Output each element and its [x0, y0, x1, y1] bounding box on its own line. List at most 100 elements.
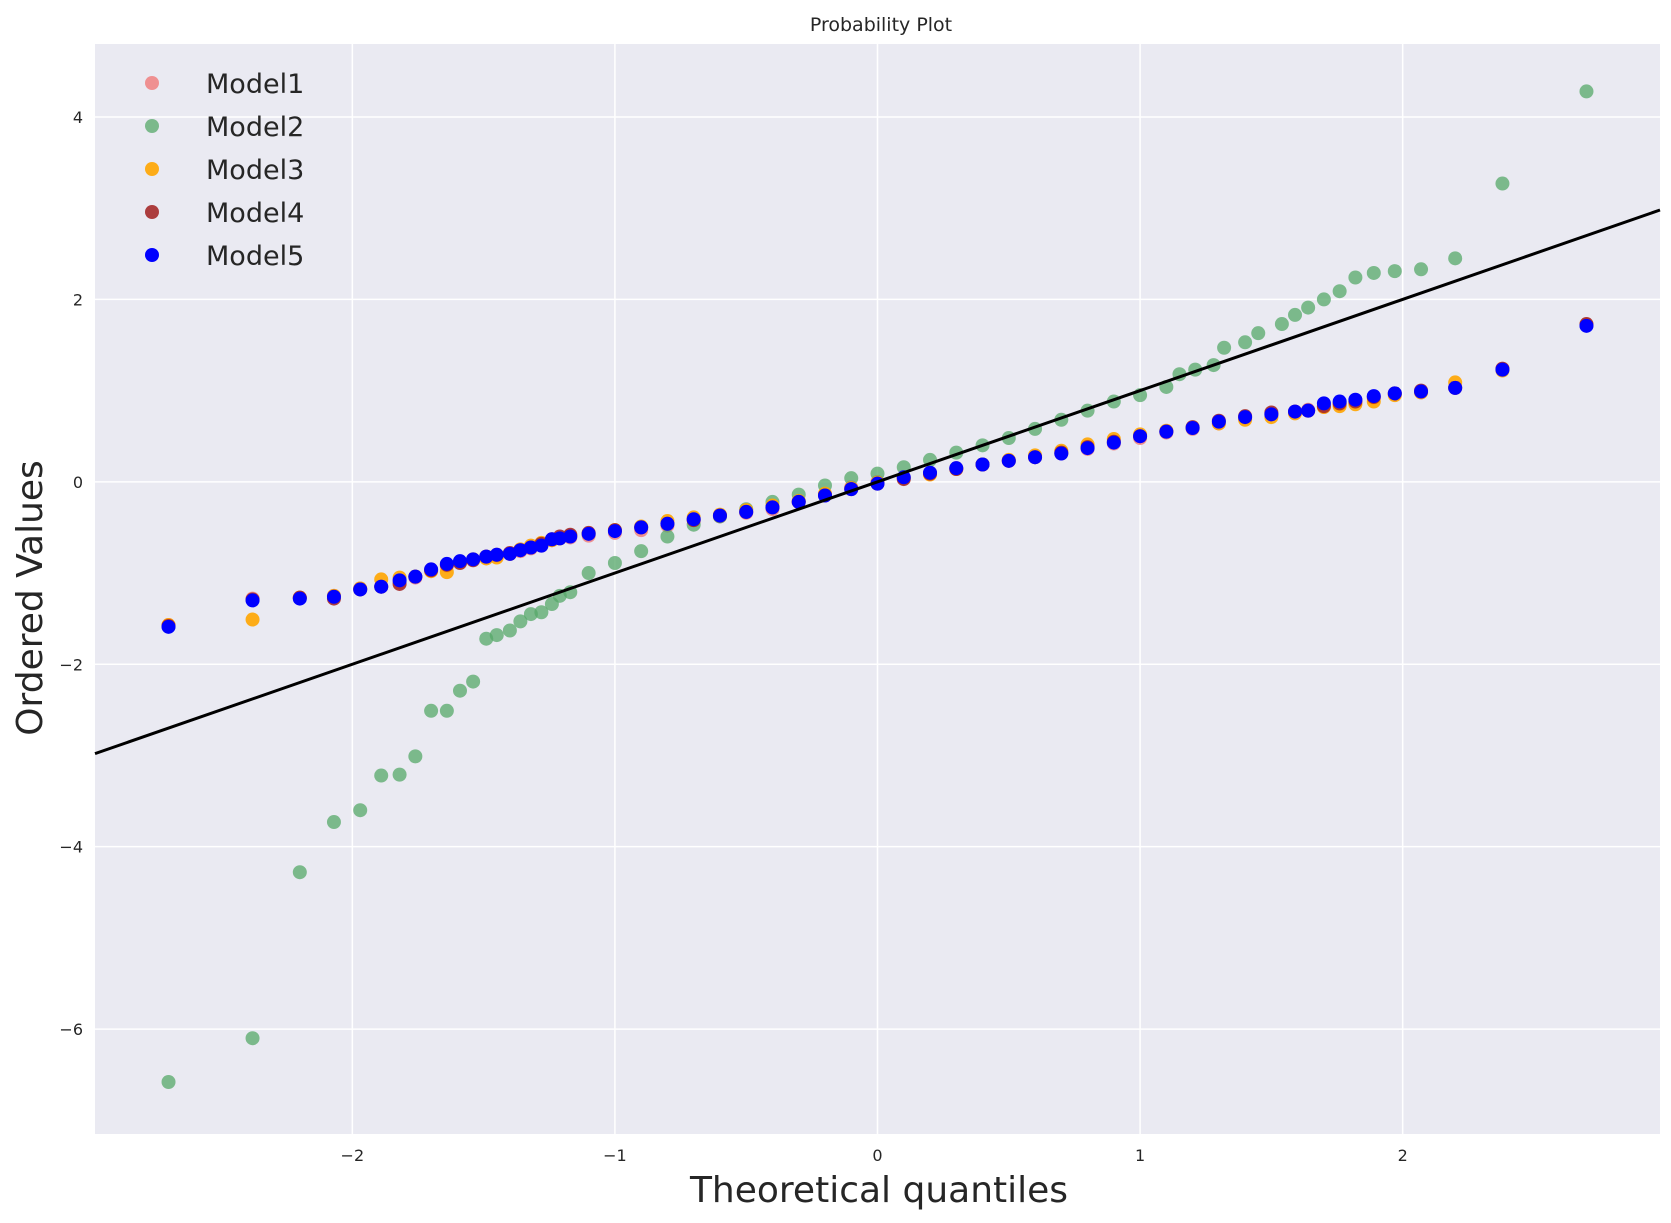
data-point [1348, 392, 1363, 407]
x-tick-label: 0 [872, 1146, 882, 1165]
y-tick-label: −6 [59, 1020, 83, 1039]
legend-label: Model5 [206, 241, 304, 272]
data-points [161, 84, 1594, 1090]
data-point [523, 540, 538, 555]
data-point [408, 569, 423, 584]
data-point [374, 768, 389, 783]
data-point [791, 494, 806, 509]
data-point [1264, 407, 1279, 422]
series-model5 [161, 318, 1594, 634]
data-point [563, 529, 578, 544]
data-point [1316, 396, 1331, 411]
data-point [439, 556, 454, 571]
x-axis-ticks: −2 −1 0 1 2 [341, 1146, 1408, 1165]
y-tick-label: 4 [73, 108, 83, 127]
legend-label: Model2 [206, 112, 304, 143]
legend-marker [145, 119, 159, 133]
data-point [424, 703, 439, 718]
data-point [712, 508, 727, 523]
data-point [1366, 265, 1381, 280]
data-point [245, 1031, 260, 1046]
data-point [479, 631, 494, 646]
legend-label: Model1 [206, 69, 304, 100]
y-tick-label: 2 [73, 290, 83, 309]
data-point [975, 457, 990, 472]
data-point [1159, 424, 1174, 439]
data-point [765, 500, 780, 515]
data-point [660, 516, 675, 531]
data-point [1414, 384, 1429, 399]
legend-marker [145, 205, 159, 219]
data-point [489, 628, 504, 643]
data-point [479, 549, 494, 564]
data-point [392, 573, 407, 588]
data-point [1054, 446, 1069, 461]
x-tick-label: −2 [341, 1146, 365, 1165]
data-point [513, 614, 528, 629]
data-point [1579, 84, 1594, 99]
data-point [374, 579, 389, 594]
data-point [739, 504, 754, 519]
data-point [292, 591, 307, 606]
data-point [1217, 340, 1232, 355]
data-point [161, 619, 176, 634]
data-point [326, 589, 341, 604]
chart-title: Probability Plot [810, 14, 952, 36]
data-point [634, 520, 649, 535]
legend: Model1 Model2 Model3 Model4 Model5 [145, 69, 304, 272]
x-axis-label: Theoretical quantiles [689, 1170, 1068, 1211]
data-point [1387, 264, 1402, 279]
data-point [1133, 429, 1148, 444]
legend-label: Model3 [206, 155, 304, 186]
data-point [1301, 300, 1316, 315]
data-point [245, 593, 260, 608]
data-point [466, 674, 481, 689]
x-tick-label: 1 [1135, 1146, 1145, 1165]
data-point [424, 562, 439, 577]
data-point [466, 552, 481, 567]
data-point [1387, 386, 1402, 401]
data-point [949, 461, 964, 476]
y-tick-label: −4 [59, 838, 83, 857]
data-point [452, 554, 467, 569]
data-point [452, 683, 467, 698]
data-point [581, 526, 596, 541]
data-point [607, 524, 622, 539]
data-point [1238, 335, 1253, 350]
data-point [1028, 450, 1043, 465]
data-point [502, 546, 517, 561]
data-point [923, 465, 938, 480]
data-point [1366, 389, 1381, 404]
data-point [1106, 435, 1121, 450]
data-point [523, 607, 538, 622]
fit-line [94, 208, 1661, 756]
data-point [1495, 176, 1510, 191]
data-point [1001, 453, 1016, 468]
legend-marker [145, 76, 159, 90]
data-point [1080, 441, 1095, 456]
legend-marker [145, 162, 159, 176]
data-point [1274, 317, 1289, 332]
data-point [1332, 284, 1347, 299]
y-tick-label: −2 [59, 655, 83, 674]
data-point [1288, 404, 1303, 419]
data-point [1348, 270, 1363, 285]
data-point [439, 703, 454, 718]
data-point [353, 803, 368, 818]
data-point [1301, 403, 1316, 418]
data-point [1288, 307, 1303, 322]
data-point [844, 471, 859, 486]
data-point [607, 556, 622, 571]
data-point [534, 538, 549, 553]
legend-marker [145, 248, 159, 262]
legend-item: Model2 [145, 112, 304, 143]
data-point [534, 605, 549, 620]
data-point [161, 1075, 176, 1090]
legend-item: Model1 [145, 69, 304, 100]
data-point [1495, 362, 1510, 377]
data-point [1414, 262, 1429, 277]
data-point [326, 815, 341, 830]
data-point [1211, 414, 1226, 429]
data-point [292, 865, 307, 880]
